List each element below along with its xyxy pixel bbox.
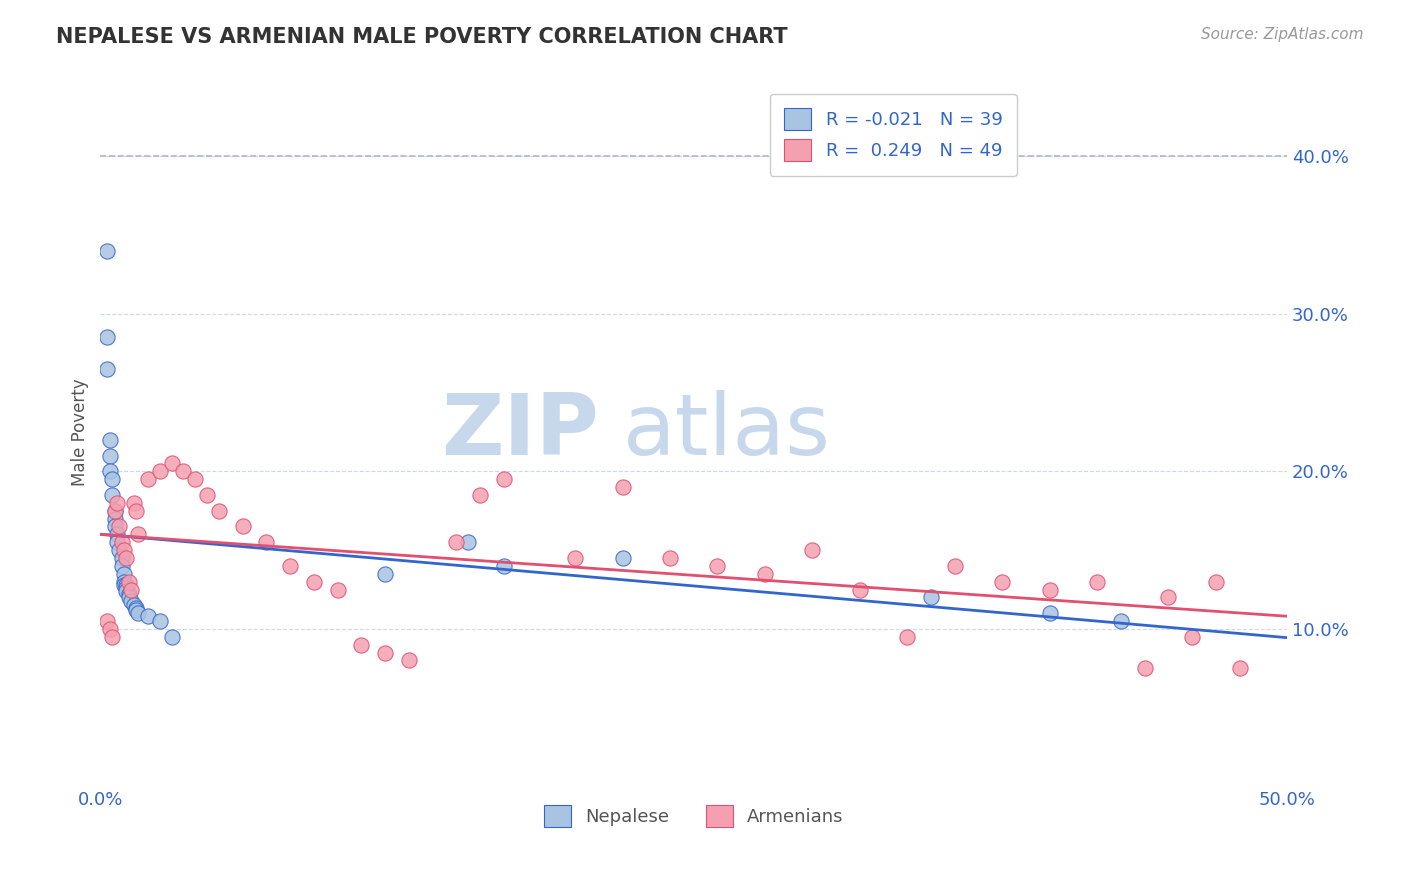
- Point: [1205, 574, 1227, 589]
- Point: [184, 472, 207, 486]
- Point: [1039, 606, 1062, 620]
- Point: [105, 527, 128, 541]
- Point: [256, 535, 278, 549]
- Point: [754, 566, 776, 581]
- Point: [115, 578, 138, 592]
- Point: [120, 582, 142, 597]
- Point: [195, 488, 218, 502]
- Point: [105, 535, 128, 549]
- Point: [991, 574, 1014, 589]
- Point: [125, 504, 148, 518]
- Point: [115, 584, 138, 599]
- Text: ZIP: ZIP: [441, 391, 599, 474]
- Point: [1085, 574, 1108, 589]
- Point: [120, 593, 142, 607]
- Point: [1133, 661, 1156, 675]
- Point: [149, 464, 172, 478]
- Point: [101, 488, 124, 502]
- Text: atlas: atlas: [623, 391, 831, 474]
- Point: [122, 599, 145, 613]
- Point: [118, 591, 141, 605]
- Point: [101, 630, 124, 644]
- Point: [101, 472, 124, 486]
- Point: [1039, 582, 1062, 597]
- Point: [98, 464, 121, 478]
- Point: [96, 362, 118, 376]
- Point: [115, 551, 138, 566]
- Point: [160, 457, 183, 471]
- Point: [122, 496, 145, 510]
- Point: [492, 558, 515, 573]
- Point: [326, 582, 349, 597]
- Point: [659, 551, 682, 566]
- Point: [112, 578, 135, 592]
- Point: [374, 566, 396, 581]
- Point: [104, 504, 127, 518]
- Point: [564, 551, 586, 566]
- Point: [849, 582, 872, 597]
- Point: [208, 504, 231, 518]
- Point: [111, 558, 134, 573]
- Point: [149, 614, 172, 628]
- Point: [457, 535, 479, 549]
- Point: [112, 574, 135, 589]
- Point: [801, 543, 824, 558]
- Point: [612, 551, 634, 566]
- Point: [172, 464, 194, 478]
- Point: [125, 603, 148, 617]
- Point: [612, 480, 634, 494]
- Point: [127, 527, 149, 541]
- Point: [104, 504, 127, 518]
- Point: [118, 574, 141, 589]
- Point: [492, 472, 515, 486]
- Point: [136, 472, 159, 486]
- Point: [1229, 661, 1251, 675]
- Point: [108, 519, 131, 533]
- Point: [115, 581, 138, 595]
- Point: [112, 543, 135, 558]
- Point: [96, 614, 118, 628]
- Point: [98, 449, 121, 463]
- Point: [1157, 591, 1180, 605]
- Point: [398, 653, 420, 667]
- Point: [160, 630, 183, 644]
- Point: [108, 543, 131, 558]
- Point: [111, 535, 134, 549]
- Text: Source: ZipAtlas.com: Source: ZipAtlas.com: [1201, 27, 1364, 42]
- Point: [125, 601, 148, 615]
- Point: [896, 630, 918, 644]
- Point: [118, 587, 141, 601]
- Point: [98, 622, 121, 636]
- Point: [104, 511, 127, 525]
- Point: [98, 433, 121, 447]
- Y-axis label: Male Poverty: Male Poverty: [72, 378, 89, 486]
- Point: [127, 606, 149, 620]
- Point: [706, 558, 728, 573]
- Legend: Nepalese, Armenians: Nepalese, Armenians: [537, 797, 851, 834]
- Point: [104, 519, 127, 533]
- Point: [96, 330, 118, 344]
- Point: [374, 646, 396, 660]
- Point: [943, 558, 966, 573]
- Point: [136, 609, 159, 624]
- Point: [112, 566, 135, 581]
- Point: [302, 574, 325, 589]
- Text: NEPALESE VS ARMENIAN MALE POVERTY CORRELATION CHART: NEPALESE VS ARMENIAN MALE POVERTY CORREL…: [56, 27, 787, 46]
- Point: [105, 496, 128, 510]
- Point: [1181, 630, 1204, 644]
- Point: [446, 535, 468, 549]
- Point: [1109, 614, 1132, 628]
- Point: [96, 244, 118, 258]
- Point: [350, 638, 373, 652]
- Point: [278, 558, 301, 573]
- Point: [468, 488, 491, 502]
- Point: [232, 519, 254, 533]
- Point: [111, 551, 134, 566]
- Point: [920, 591, 942, 605]
